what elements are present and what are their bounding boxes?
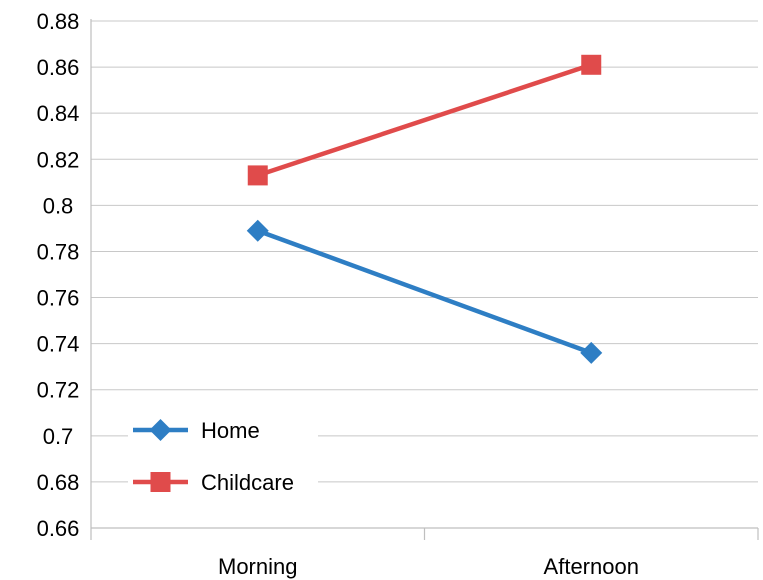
data-point-childcare xyxy=(247,165,268,186)
series-line-home xyxy=(256,228,593,355)
y-axis-ticks: 0.66 0.68 0.7 0.72 0.74 0.76 0.78 0.8 0.82 0.84 0.… xyxy=(37,9,80,541)
y-tick-label: 0.88 xyxy=(37,9,80,34)
axes xyxy=(90,19,759,540)
legend-marker xyxy=(150,472,171,492)
legend-label: Childcare xyxy=(201,470,294,495)
y-tick-label: 0.78 xyxy=(37,239,80,264)
x-axis-ticks: Morning Afternoon xyxy=(218,554,639,579)
data-point-childcare xyxy=(581,54,602,75)
y-tick-label: 0.68 xyxy=(37,470,80,495)
y-tick-label: 0.82 xyxy=(37,147,80,172)
series-home xyxy=(246,219,603,364)
legend: Home Childcare xyxy=(128,407,318,519)
y-tick-label: 0.86 xyxy=(37,55,80,80)
legend-item-childcare: Childcare xyxy=(133,470,294,495)
y-tick-label: 0.72 xyxy=(37,378,80,403)
series-line-childcare xyxy=(257,62,592,178)
legend-marker xyxy=(149,419,172,441)
legend-label: Home xyxy=(201,418,260,443)
x-tick-label: Afternoon xyxy=(544,554,639,579)
y-tick-label: 0.74 xyxy=(37,332,80,357)
data-point-home xyxy=(580,341,603,364)
y-tick-label: 0.8 xyxy=(43,193,74,218)
y-tick-label: 0.7 xyxy=(43,424,74,449)
y-tick-label: 0.84 xyxy=(37,101,80,126)
y-tick-label: 0.66 xyxy=(37,516,80,541)
data-point-home xyxy=(246,219,269,242)
legend-item-home: Home xyxy=(133,418,260,443)
x-tick-label: Morning xyxy=(218,554,297,579)
series-group xyxy=(246,54,603,364)
y-tick-label: 0.76 xyxy=(37,286,80,311)
series-childcare xyxy=(247,54,602,186)
